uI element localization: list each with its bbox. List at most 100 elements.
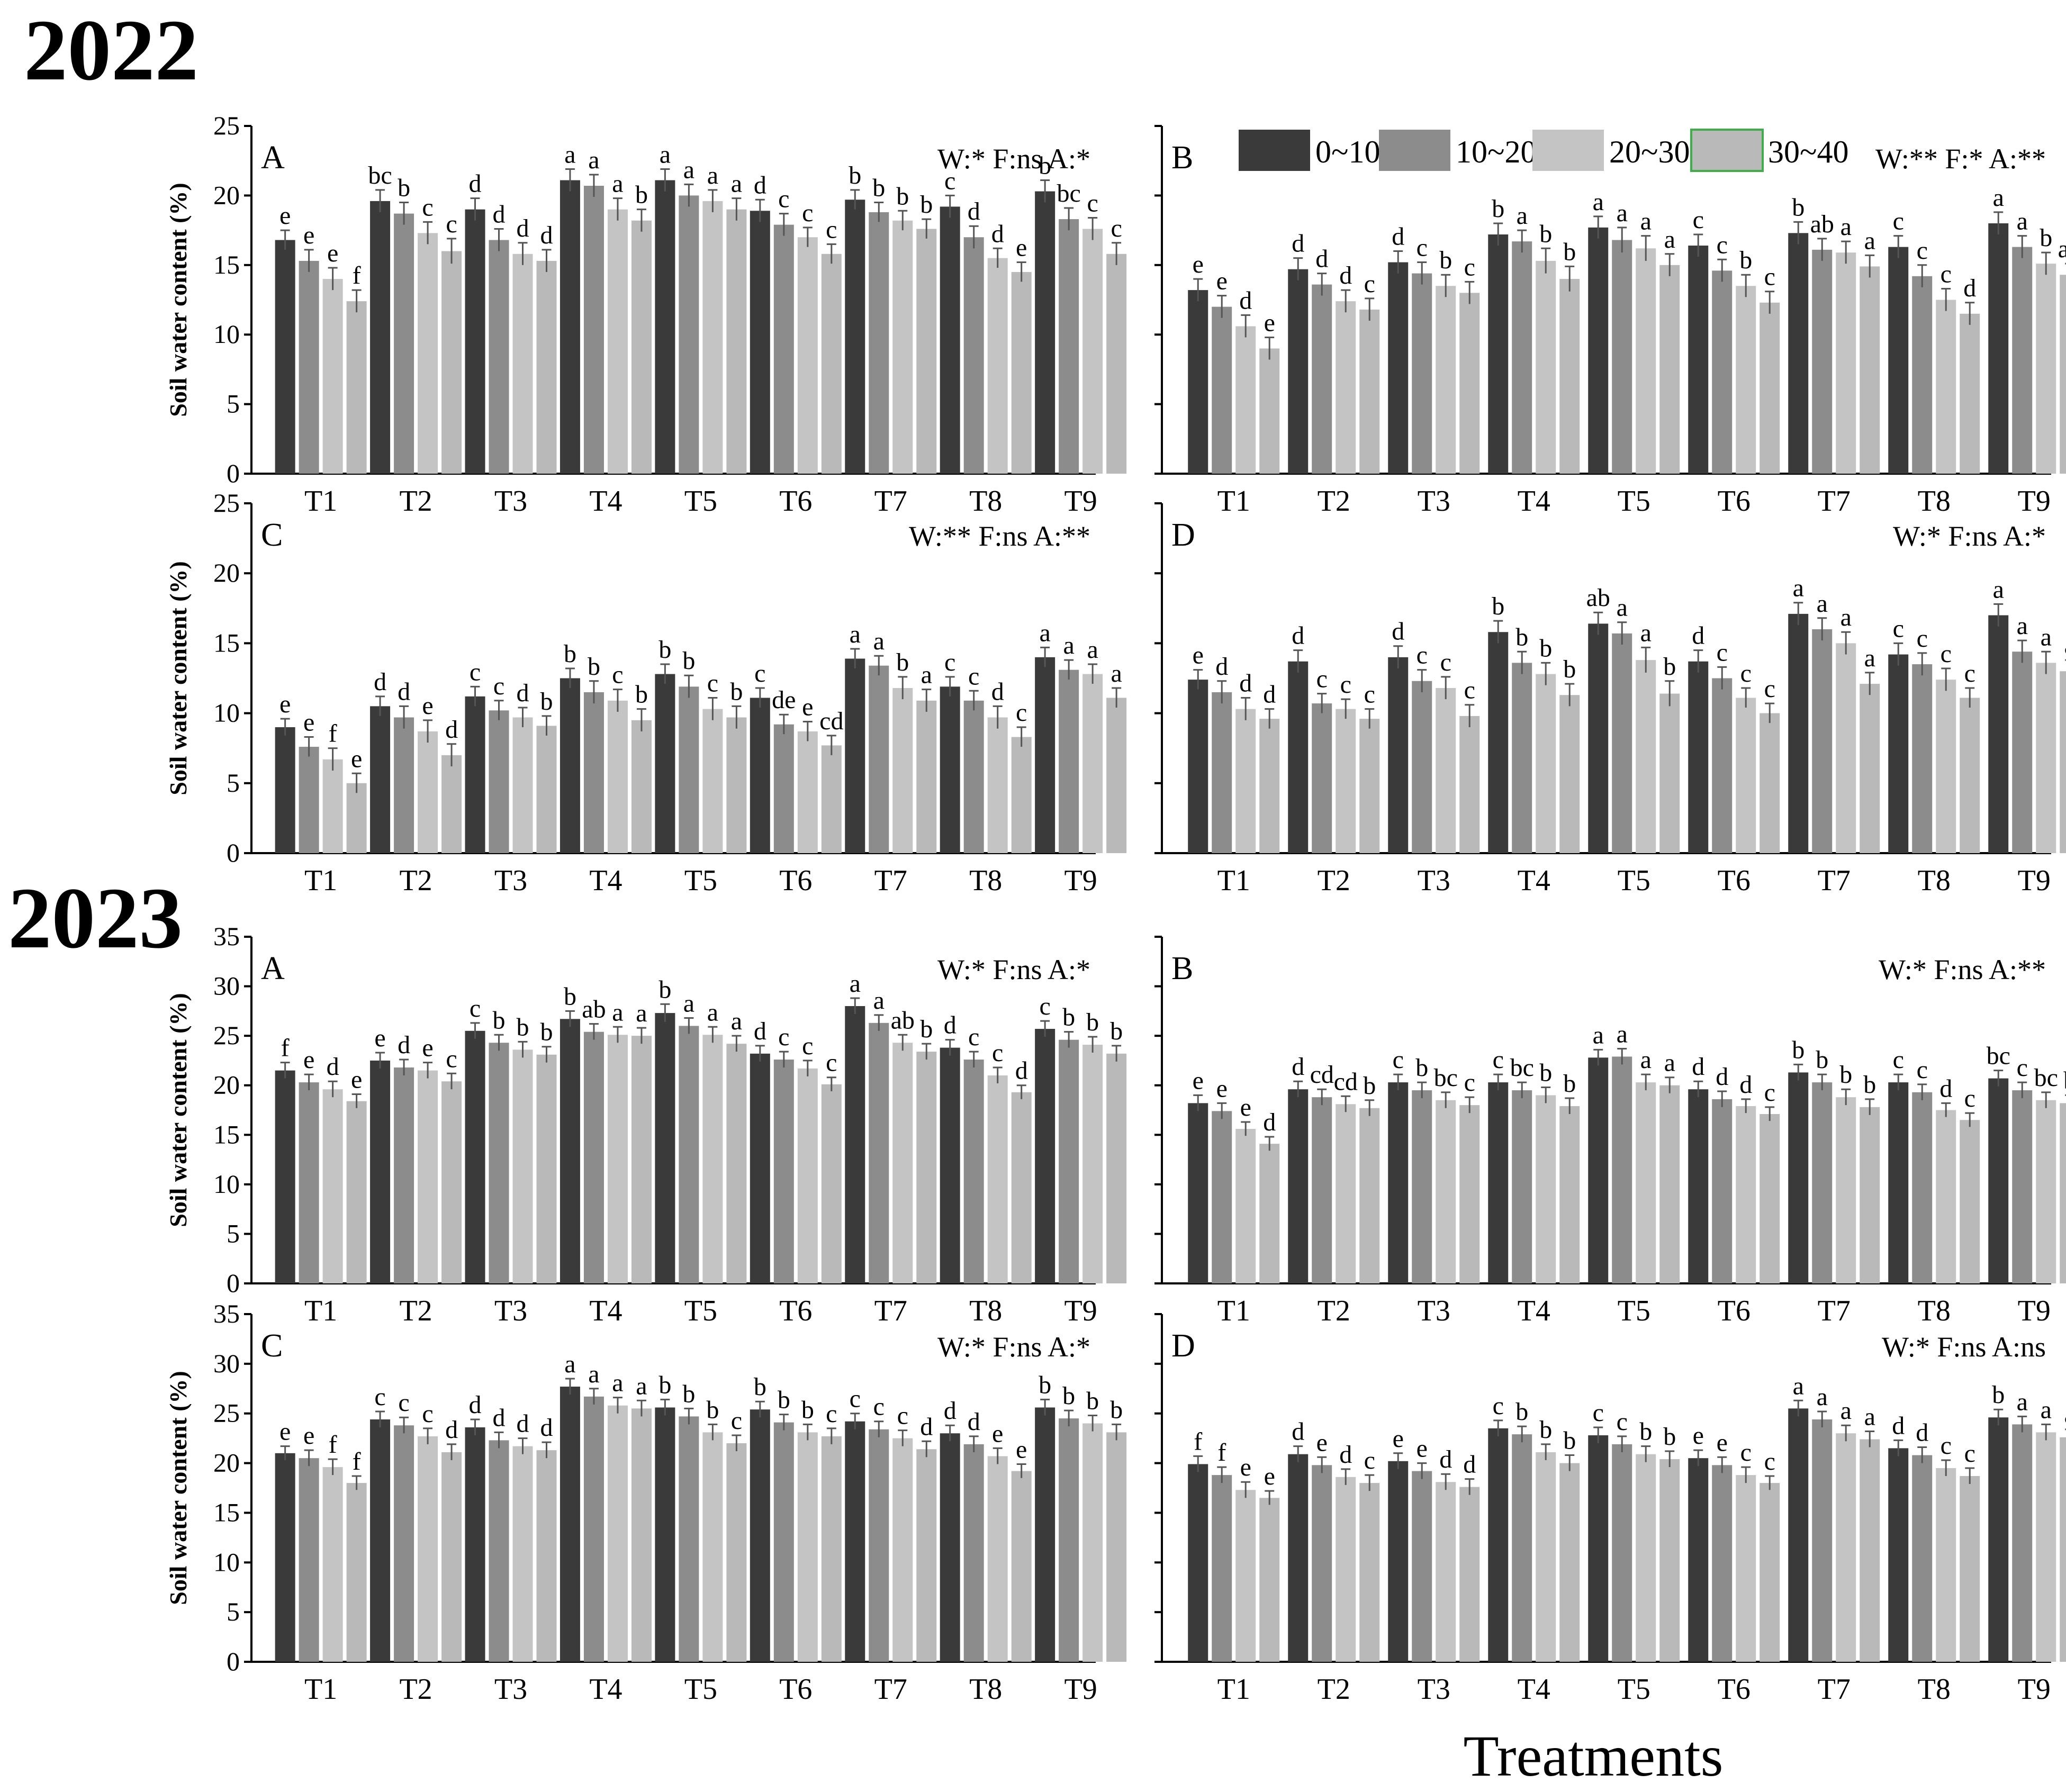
- x-tick-label: T4: [589, 864, 622, 897]
- significance-letter: bc: [1987, 1042, 2010, 1070]
- bar-t3-20-30: [1436, 1482, 1456, 1662]
- significance-letter: d: [1963, 274, 1976, 302]
- bar-t6-0-10: [1688, 246, 1709, 474]
- significance-letter: b: [635, 681, 648, 709]
- panel-letter: C: [261, 1328, 283, 1364]
- bar-t8-0-10: [1888, 1448, 1909, 1662]
- significance-letter: a: [1841, 213, 1852, 241]
- bar-t1-20-30: [322, 1467, 343, 1662]
- significance-letter: c: [968, 1023, 979, 1051]
- bar-t1-10-20: [299, 260, 319, 474]
- bar-t7-10-20: [1812, 1082, 1833, 1283]
- bar-t3-30-40: [1459, 1487, 1480, 1662]
- bar-t8-0-10: [940, 686, 960, 853]
- legend-label: 30~40: [1768, 134, 1848, 169]
- significance-letter: e: [1316, 1428, 1328, 1456]
- bar-t3-10-20: [489, 710, 509, 853]
- bar-t5-30-40: [1659, 1085, 1680, 1283]
- bar-t8-30-40: [1011, 271, 1032, 474]
- significance-letter: d: [1015, 1057, 1028, 1085]
- bar-t6-10-20: [1712, 1099, 1733, 1283]
- significance-letter: d: [944, 1397, 957, 1425]
- significance-letter: d: [374, 668, 386, 696]
- significance-letter: d: [1263, 1108, 1276, 1136]
- anova-stats: W:** F:ns A:**: [909, 520, 1090, 552]
- significance-letter: d: [327, 1053, 339, 1081]
- bar-t9-30-40: [2060, 275, 2066, 474]
- bar-t3-20-30: [1436, 286, 1456, 474]
- x-tick-label: T2: [399, 1673, 432, 1706]
- significance-letter: a: [1593, 1021, 1604, 1049]
- significance-letter: a: [850, 620, 861, 648]
- panel-2023-c: 0 5 10 15 20 25 30 35 Soil water content (%) C W:*…: [165, 1299, 1127, 1706]
- significance-letter: a: [1617, 1020, 1628, 1048]
- bar-t6-10-20: [1712, 678, 1733, 853]
- significance-letter: b: [1539, 1058, 1552, 1087]
- significance-letter: b: [1792, 1036, 1805, 1064]
- bar-t8-20-30: [987, 717, 1008, 853]
- bar-t5-10-20: [1612, 1056, 1632, 1283]
- bar-t4-30-40: [1559, 279, 1580, 474]
- significance-letter: e: [422, 1034, 433, 1062]
- bar-t4-30-40: [1559, 1463, 1580, 1662]
- bar-t1-10-20: [299, 1082, 319, 1283]
- significance-letter: c: [1917, 237, 1928, 265]
- bar-t6-20-30: [1736, 286, 1756, 474]
- y-axis-title: Soil water content (%): [165, 1371, 192, 1605]
- bar-t8-30-40: [1960, 698, 1980, 853]
- significance-letter: c: [944, 167, 955, 195]
- x-tick-label: T4: [1518, 864, 1550, 897]
- x-tick-label: T9: [2018, 1295, 2051, 1327]
- significance-letter: d: [1692, 622, 1704, 650]
- bar-t7-10-20: [1812, 1419, 1833, 1662]
- bar-t4-0-10: [560, 1019, 580, 1283]
- bar-t8-30-40: [1960, 313, 1980, 474]
- significance-letter: a: [1993, 184, 2004, 212]
- bar-t3-0-10: [1388, 657, 1409, 853]
- significance-letter: b: [1863, 1071, 1876, 1099]
- significance-letter: d: [1339, 261, 1352, 289]
- x-tick-label: T3: [1418, 485, 1450, 518]
- significance-letter: c: [1893, 1046, 1904, 1074]
- significance-letter: a: [1817, 590, 1828, 618]
- significance-letter: a: [850, 970, 861, 998]
- significance-letter: a: [636, 1372, 647, 1400]
- bar-t3-30-40: [1459, 293, 1480, 474]
- bar-t9-10-20: [2012, 1424, 2033, 1662]
- significance-letter: e: [351, 1066, 362, 1094]
- significance-letter: b: [778, 1386, 790, 1414]
- x-tick-label: T7: [1818, 485, 1851, 518]
- significance-letter: d: [1739, 1071, 1752, 1099]
- significance-letter: c: [1087, 189, 1098, 217]
- significance-letter: e: [1240, 1453, 1251, 1481]
- bar-t2-0-10: [1288, 661, 1309, 853]
- bar-t5-30-40: [726, 717, 747, 853]
- bar-t3-20-30: [512, 717, 533, 853]
- bar-t6-10-20: [773, 724, 794, 853]
- significance-letter: cd: [1310, 1061, 1334, 1089]
- bar-t9-30-40: [2060, 1437, 2066, 1662]
- x-tick-label: T6: [779, 1673, 812, 1706]
- bar-t3-10-20: [1412, 1090, 1432, 1283]
- bar-t2-0-10: [370, 201, 391, 474]
- significance-letter: c: [754, 659, 765, 687]
- x-tick-label: T1: [304, 1295, 337, 1327]
- bar-t2-30-40: [1359, 309, 1380, 474]
- x-tick-label: T4: [1518, 1295, 1550, 1327]
- bar-t7-20-30: [892, 1438, 913, 1662]
- bar-t8-0-10: [1888, 654, 1909, 853]
- bar-t8-10-20: [1912, 276, 1933, 474]
- significance-letter: c: [1364, 270, 1375, 298]
- significance-letter: f: [329, 720, 337, 748]
- y-tick-label: 35: [213, 921, 240, 951]
- bar-t4-0-10: [1488, 1428, 1509, 1662]
- x-tick-label: T8: [1918, 485, 1951, 518]
- significance-letter: d: [1339, 1441, 1352, 1469]
- significance-letter: c: [1464, 676, 1475, 704]
- significance-letter: f: [1194, 1427, 1202, 1455]
- y-axis-title: Soil water content (%): [165, 561, 192, 795]
- significance-letter: b: [564, 640, 576, 668]
- bar-t8-30-40: [1960, 1476, 1980, 1662]
- significance-letter: c: [1941, 640, 1952, 668]
- bar-t4-0-10: [560, 180, 580, 474]
